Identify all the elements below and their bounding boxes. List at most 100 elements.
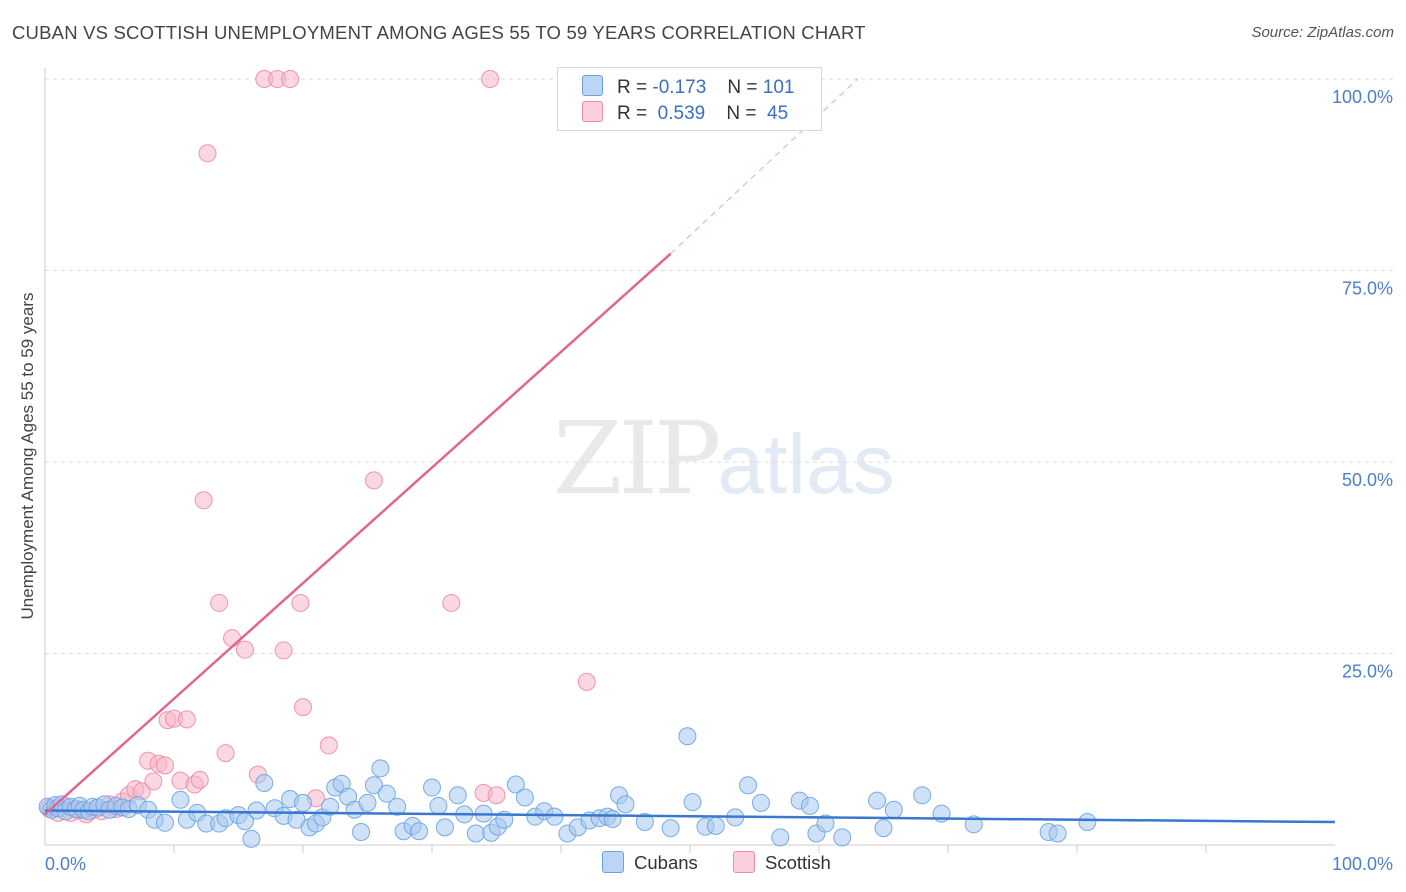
correlation-legend: R = -0.173 N = 101 R = 0.539 N = 45 [557, 67, 822, 131]
cubans-point [706, 816, 725, 835]
scottish-point [235, 640, 254, 659]
bottom-legend-cubans: Cubans [602, 851, 698, 874]
scottish-point [481, 70, 500, 88]
scottish-point [364, 471, 383, 490]
trend-lines [44, 78, 1336, 824]
cubans-point [874, 819, 893, 838]
cubans-point [155, 813, 174, 832]
cubans-point [678, 727, 697, 746]
cubans-point [247, 801, 266, 820]
scottish-legend-swatch [733, 851, 755, 873]
cubans-point [816, 814, 835, 833]
cubans-swatch [582, 75, 603, 96]
y-tick-label-75: 75.0% [1342, 279, 1393, 299]
cubans-point [171, 790, 190, 809]
scottish-swatch [582, 101, 603, 122]
scottish-point [155, 756, 174, 775]
watermark-atlas: atlas [717, 417, 895, 511]
cubans-point [1048, 824, 1067, 843]
legend-row-scottish: R = 0.539 N = 45 [582, 101, 788, 127]
cubans-point [635, 813, 654, 832]
cubans-point [603, 809, 622, 828]
cubans-point [545, 807, 564, 826]
cubans-point [377, 784, 396, 803]
cubans-point [242, 829, 261, 848]
cubans-point [410, 822, 429, 841]
cubans-point [683, 793, 702, 812]
scottish-point [487, 786, 506, 805]
cubans-point [751, 793, 770, 812]
y-axis-label: Unemployment Among Ages 55 to 59 years [18, 293, 37, 620]
cubans-point [506, 775, 525, 794]
scottish-trend-extension [670, 78, 859, 255]
zipatlas-watermark: ZIPatlas [553, 400, 895, 517]
cubans-point [739, 776, 758, 795]
scottish-point [144, 772, 163, 791]
scottish-point [190, 770, 209, 789]
cubans-point [833, 828, 852, 847]
cubans-point [429, 796, 448, 815]
cubans-point [364, 776, 383, 795]
chart-source: Source: ZipAtlas.com [1251, 24, 1394, 41]
scottish-point [210, 593, 229, 612]
legend-row-cubans: R = -0.173 N = 101 [582, 75, 794, 101]
y-tick-label-50: 50.0% [1342, 470, 1393, 490]
cubans-point [352, 822, 371, 841]
scottish-point [319, 736, 338, 755]
cubans-point [448, 786, 467, 805]
cubans-point [884, 800, 903, 819]
legend-r-value: 0.539 [657, 103, 706, 124]
cubans-point [800, 796, 819, 815]
cubans-point [435, 818, 454, 837]
scottish-points [39, 70, 596, 824]
scottish-point [291, 593, 310, 612]
scottish-trend-line [44, 252, 672, 816]
scottish-point [281, 70, 300, 88]
legend-r-label: R = [617, 103, 648, 124]
cubans-point [1078, 813, 1097, 832]
legend-n-label: N = [727, 77, 758, 98]
cubans-trend-line [44, 809, 1336, 824]
legend-n-value: 101 [762, 77, 795, 98]
chart-title: CUBAN VS SCOTTISH UNEMPLOYMENT AMONG AGE… [12, 22, 866, 43]
cubans-point [321, 797, 340, 816]
cubans-point [616, 795, 635, 814]
legend-r-label: R = [617, 77, 648, 98]
legend-n-value: 45 [767, 103, 789, 124]
y-tick-labels: 25.0% 50.0% 75.0% 100.0% [1332, 87, 1393, 682]
y-tick-label-100: 100.0% [1332, 87, 1393, 107]
scottish-point [198, 144, 217, 163]
cubans-legend-swatch [602, 851, 624, 873]
cubans-legend-label: Cubans [634, 852, 698, 873]
cubans-point [371, 759, 390, 778]
x-tick-label-min: 0.0% [45, 854, 86, 874]
scottish-point [274, 641, 293, 660]
cubans-point [661, 819, 680, 838]
x-tick-marks [173, 845, 1207, 853]
scottish-point [294, 698, 312, 717]
legend-n-label: N = [726, 103, 757, 124]
cubans-point [358, 793, 377, 812]
scottish-point [194, 491, 213, 510]
bottom-legend-scottish: Scottish [733, 851, 831, 874]
scottish-point [577, 672, 596, 691]
grid-lines [45, 78, 1395, 654]
y-tick-label-25: 25.0% [1342, 662, 1393, 682]
cubans-point [294, 793, 312, 812]
cubans-point [868, 791, 887, 810]
watermark-zip: ZIP [553, 400, 721, 517]
cubans-point [515, 788, 534, 807]
cubans-point [771, 828, 790, 847]
legend-r-value: -0.173 [652, 77, 707, 98]
x-tick-label-max: 100.0% [1332, 854, 1393, 874]
scottish-legend-label: Scottish [765, 852, 831, 873]
cubans-point [388, 797, 407, 816]
cubans-point [423, 778, 441, 797]
scottish-point [216, 744, 235, 763]
scottish-point [177, 710, 196, 729]
cubans-point [466, 824, 485, 843]
cubans-point [913, 786, 932, 805]
scottish-point [442, 593, 461, 612]
cubans-point [255, 773, 274, 792]
